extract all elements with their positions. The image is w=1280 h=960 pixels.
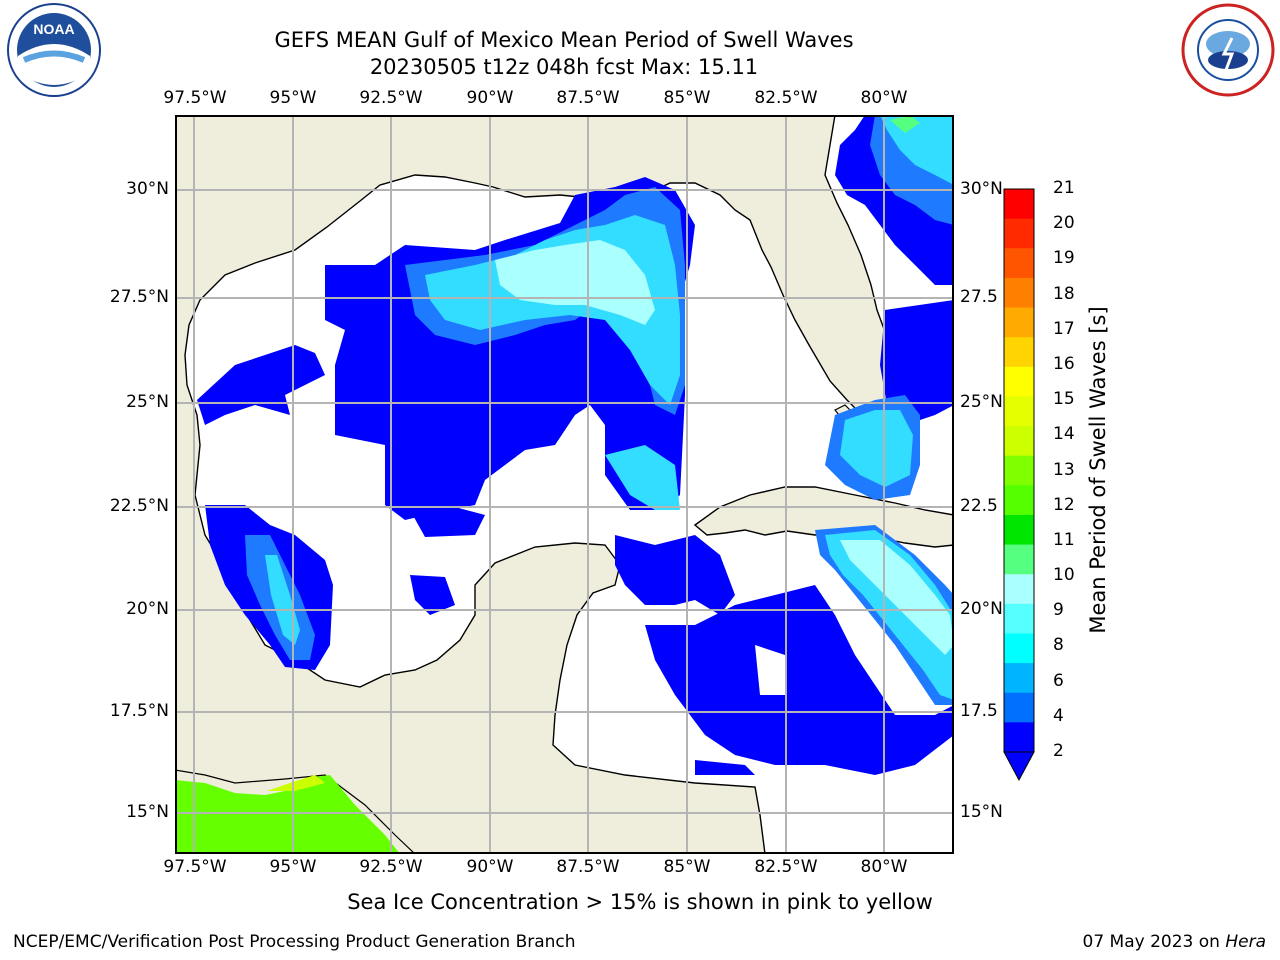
- colorbar-frame: [1003, 188, 1035, 753]
- land-cuba: [693, 486, 954, 548]
- colorbar-segment: [1004, 277, 1034, 309]
- colorbar-segment: [1004, 663, 1034, 694]
- colorbar-tick-label: 21: [1053, 178, 1075, 198]
- colorbar: [1003, 188, 1035, 782]
- colorbar-segment: [1004, 396, 1034, 427]
- colorbar-segment: [1004, 603, 1034, 634]
- lon-tick-bottom: 92.5°W: [359, 857, 423, 877]
- nws-logo: [1181, 3, 1275, 97]
- lat-tick-left: 20°N: [126, 599, 169, 619]
- colorbar-segment: [1004, 307, 1034, 338]
- colorbar-segment: [1004, 574, 1034, 605]
- colorbar-tick-label: 18: [1053, 283, 1075, 304]
- swell-field: [197, 115, 954, 775]
- colorbar-tick-label: 15: [1053, 389, 1075, 410]
- lon-tick-bottom: 80°W: [860, 857, 908, 877]
- lat-tick-right: 17.5: [960, 701, 998, 721]
- colorbar-segment: [1004, 485, 1034, 516]
- lon-tick-bottom: 87.5°W: [556, 857, 620, 877]
- lon-tick-bottom: 95°W: [269, 857, 317, 877]
- footer-credit: NCEP/EMC/Verification Post Processing Pr…: [13, 932, 576, 952]
- lat-tick-right: 25°N: [960, 392, 1003, 412]
- lat-tick-right: 27.5: [960, 287, 998, 307]
- colorbar-tick-label: 13: [1053, 459, 1075, 480]
- lon-tick-top: 87.5°W: [556, 88, 620, 108]
- colorbar-segment: [1004, 189, 1034, 220]
- colorbar-label: Mean Period of Swell Waves [s]: [1086, 306, 1110, 634]
- lat-tick-left: 15°N: [126, 802, 169, 822]
- colorbar-tick-label: 9: [1053, 600, 1064, 621]
- noaa-logo: NOAA: [7, 3, 101, 97]
- lon-tick-top: 90°W: [466, 88, 514, 108]
- lat-tick-right: 15°N: [960, 802, 1003, 822]
- footer-date: 07 May 2023 on Hera: [1083, 932, 1267, 952]
- colorbar-segment: [1004, 722, 1034, 753]
- lat-tick-right: 22.5: [960, 496, 998, 516]
- lon-tick-bottom: 85°W: [663, 857, 711, 877]
- colorbar-tick-label: 17: [1053, 318, 1075, 339]
- colorbar-tick-label: 20: [1053, 213, 1075, 234]
- lat-tick-left: 17.5°N: [109, 701, 169, 721]
- lon-tick-top: 85°W: [663, 88, 711, 108]
- lon-tick-top: 80°W: [860, 88, 908, 108]
- map-panel: [175, 115, 954, 854]
- lon-tick-top: 92.5°W: [359, 88, 423, 108]
- map-gridlines: [175, 115, 954, 854]
- colorbar-tick-label: 8: [1053, 635, 1064, 656]
- lon-tick-top: 82.5°W: [754, 88, 818, 108]
- colorbar-segment: [1004, 426, 1034, 457]
- colorbar-tick-label: 4: [1053, 705, 1064, 726]
- colorbar-segment: [1004, 514, 1034, 546]
- lat-tick-left: 25°N: [126, 392, 169, 412]
- colorbar-tick-label: 10: [1053, 565, 1075, 586]
- sea-ice-note: Sea Ice Concentration > 15% is shown in …: [347, 890, 933, 914]
- colorbar-tick-label: 2: [1053, 741, 1064, 761]
- lat-tick-left: 22.5°N: [109, 496, 169, 516]
- colorbar-tick-label: 6: [1053, 670, 1064, 691]
- colorbar-tick-label: 12: [1053, 494, 1075, 515]
- colorbar-segment: [1004, 366, 1034, 397]
- colorbar-tick-label: 19: [1053, 248, 1075, 269]
- colorbar-segment: [1004, 455, 1034, 486]
- lat-tick-right: 30°N: [960, 179, 1003, 199]
- lat-tick-right: 20°N: [960, 599, 1003, 619]
- chart-title: GEFS MEAN Gulf of Mexico Mean Period of …: [274, 28, 854, 52]
- chart-subtitle: 20230505 t12z 048h fcst Max: 15.11: [369, 55, 759, 79]
- lon-tick-bottom: 90°W: [466, 857, 514, 877]
- map-frame: [175, 115, 954, 854]
- colorbar-tick-label: 16: [1053, 353, 1075, 374]
- footer-machine: Hera: [1225, 932, 1266, 952]
- lon-tick-bottom: 82.5°W: [754, 857, 818, 877]
- colorbar-segment: [1004, 218, 1034, 249]
- colorbar-tick-label: 11: [1053, 529, 1075, 550]
- noaa-logo-text: NOAA: [33, 21, 74, 37]
- lon-tick-bottom: 97.5°W: [163, 857, 227, 877]
- lon-tick-top: 95°W: [269, 88, 317, 108]
- lat-tick-left: 30°N: [126, 179, 169, 199]
- colorbar-segment: [1004, 337, 1034, 368]
- colorbar-segment: [1004, 692, 1034, 723]
- colorbar-tick-label: 14: [1053, 424, 1075, 445]
- lat-tick-left: 27.5°N: [109, 287, 169, 307]
- swell-pacific-region: [175, 775, 400, 854]
- colorbar-segment: [1004, 248, 1034, 279]
- colorbar-extend-arrow: [1003, 751, 1035, 782]
- footer-date-text: 07 May 2023 on: [1082, 932, 1226, 952]
- colorbar-segment: [1004, 544, 1034, 575]
- lon-tick-top: 97.5°W: [163, 88, 227, 108]
- colorbar-segment: [1004, 633, 1034, 664]
